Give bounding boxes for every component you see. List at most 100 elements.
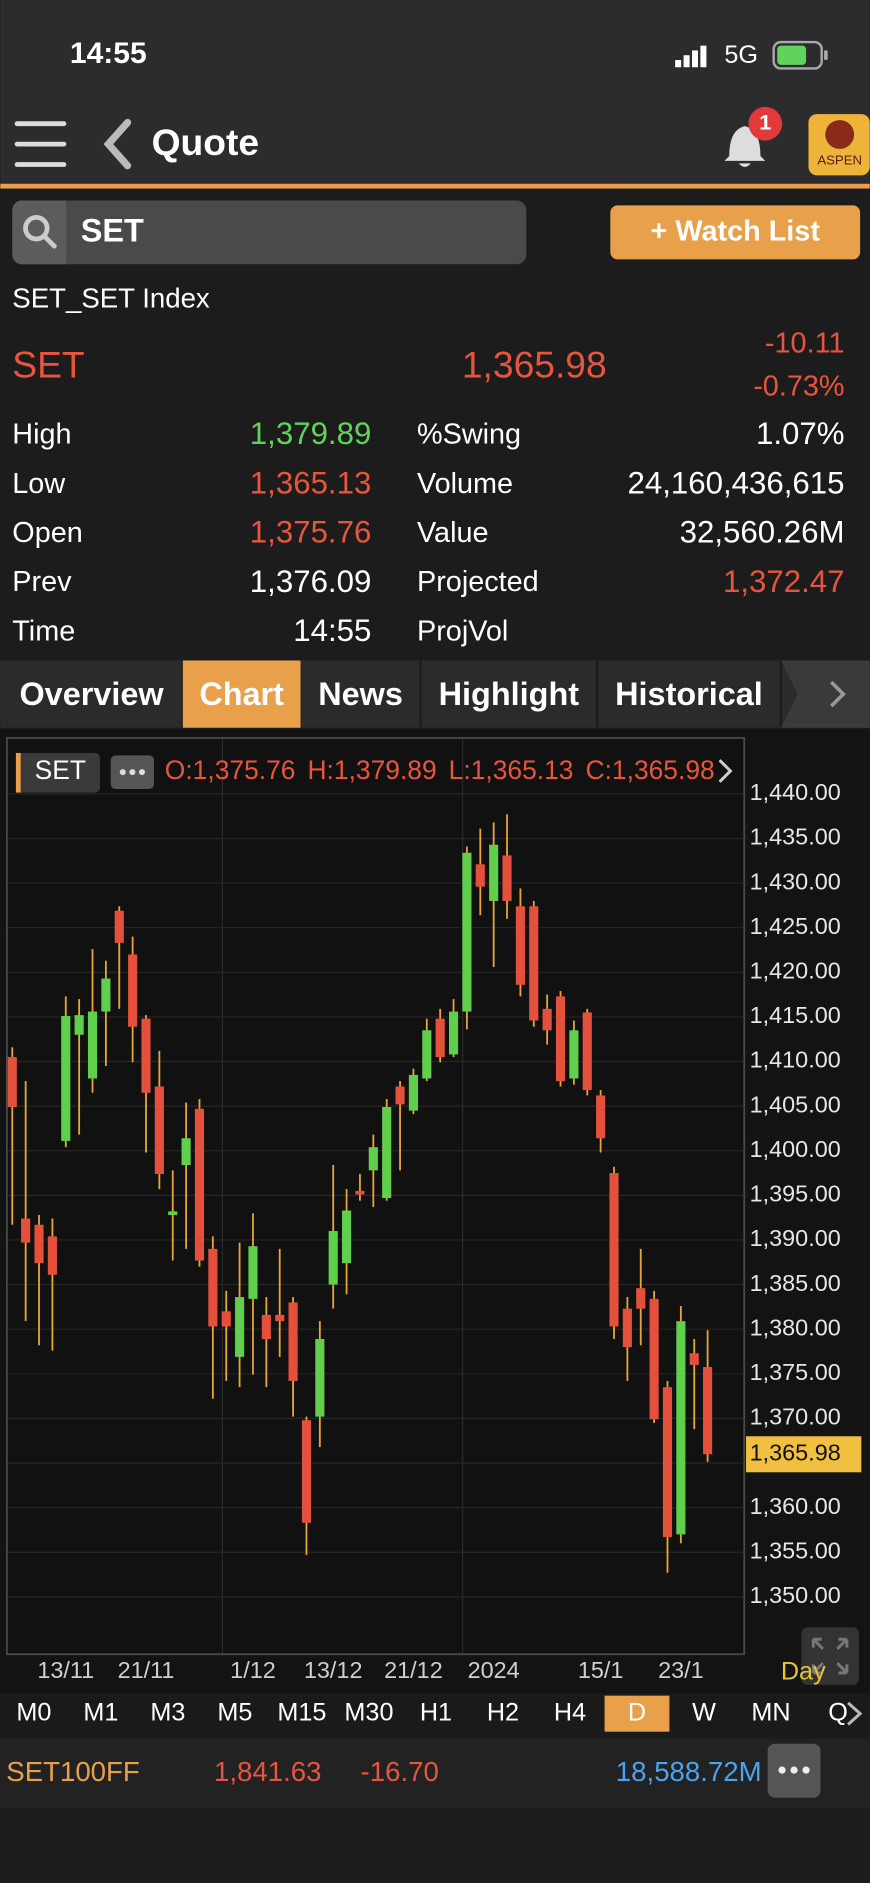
menu-button[interactable] — [14, 121, 67, 167]
legend-arrow[interactable] — [718, 759, 733, 783]
quote-fields: High 1,379.89 Low 1,365.13 Open 1,375.76 Prev 1… — [12, 416, 844, 648]
y-tick-label: 1,410.00 — [750, 1047, 841, 1073]
legend-symbol-box[interactable] — [15, 752, 100, 793]
field-label: High — [12, 419, 71, 451]
search-icon-handle — [42, 234, 57, 249]
candle-body — [569, 1030, 579, 1079]
candle-body — [275, 1314, 285, 1322]
timeframe[interactable]: M5 — [217, 1698, 252, 1726]
ticker-symbol[interactable]: SET100FF — [6, 1756, 140, 1787]
watchlist-button[interactable] — [610, 205, 861, 260]
candle-body — [154, 1086, 164, 1174]
candle-body — [328, 1231, 338, 1285]
candle-body — [342, 1210, 352, 1264]
ohlc-legend: O:1,375.76 H:1,379.89 L:1,365.13 C:1,365.98 — [165, 755, 715, 785]
timeframe[interactable]: H1 — [420, 1698, 452, 1726]
tab[interactable]: Chart — [199, 676, 284, 712]
candle-body — [355, 1190, 365, 1195]
candle-body — [662, 1387, 673, 1538]
y-tick-label: 1,360.00 — [750, 1493, 841, 1519]
candle-body — [7, 1057, 17, 1108]
timeframe[interactable]: D — [628, 1698, 646, 1726]
timeframe[interactable]: M3 — [150, 1698, 185, 1726]
timeframe-arrow[interactable] — [847, 1701, 863, 1726]
field-value: 1,379.89 — [250, 416, 372, 451]
candle-body — [489, 844, 499, 901]
signal-icon — [675, 45, 707, 68]
legend-value: L:1,365.13 — [449, 755, 574, 785]
tab[interactable]: Overview — [19, 676, 164, 712]
notification-badge — [748, 106, 783, 141]
candle-body — [208, 1248, 218, 1327]
candle-body — [596, 1095, 606, 1139]
price-change: -10.11 — [765, 327, 845, 359]
field-value: 1,376.09 — [250, 564, 372, 599]
timeframe[interactable]: H2 — [487, 1698, 519, 1726]
grid — [7, 793, 744, 1598]
candle-body — [435, 1018, 445, 1058]
tab[interactable]: Highlight — [439, 676, 580, 712]
candle-body — [315, 1338, 325, 1417]
field-value: 32,560.26M — [680, 515, 845, 550]
candle-body — [542, 1008, 552, 1031]
timeframe[interactable]: W — [692, 1698, 716, 1726]
y-tick-label: 1,435.00 — [750, 824, 841, 850]
timeframe[interactable]: M1 — [83, 1698, 118, 1726]
y-tick-label: 1,370.00 — [750, 1404, 841, 1430]
y-tick-label: 1,395.00 — [750, 1181, 841, 1207]
candle-body — [261, 1314, 271, 1339]
timeframe[interactable]: M0 — [16, 1698, 51, 1726]
last-price-label: 1,365.98 — [750, 1439, 841, 1465]
candle-body — [395, 1086, 405, 1105]
index-name: SET_SET Index — [12, 283, 210, 314]
candle-body — [368, 1147, 378, 1171]
badge-count: 1 — [759, 109, 771, 134]
search-icon — [23, 214, 50, 242]
timeframe[interactable]: M30 — [344, 1698, 393, 1726]
search-box[interactable] — [12, 200, 527, 265]
timeframe[interactable]: H4 — [554, 1698, 586, 1726]
ticker-value: 18,588.72M — [616, 1756, 762, 1787]
y-tick-label: 1,415.00 — [750, 1002, 841, 1028]
candle-body — [636, 1288, 646, 1309]
field-label: Prev — [12, 566, 72, 598]
candle-body — [194, 1108, 205, 1261]
logo-text: ASPEN — [817, 152, 862, 167]
candle-body — [502, 855, 512, 901]
tab[interactable]: News — [318, 676, 403, 712]
candle-body — [382, 1107, 392, 1199]
field-label: ProjVol — [417, 615, 508, 647]
candle-body — [609, 1173, 619, 1327]
y-tick-label: 1,350.00 — [750, 1582, 841, 1608]
candle-body — [301, 1420, 312, 1523]
status-time: 14:55 — [70, 37, 147, 70]
active-tab-bg — [182, 660, 301, 728]
candle-body — [168, 1211, 178, 1215]
tab-scroll-arrow[interactable] — [830, 680, 846, 708]
legend-value: H:1,379.89 — [307, 755, 436, 785]
timeframe[interactable]: MN — [751, 1698, 790, 1726]
candle-body — [34, 1224, 44, 1264]
x-tick-label: 1/12 — [230, 1657, 276, 1683]
field-value: 1,365.13 — [250, 465, 372, 500]
y-tick-label: 1,385.00 — [750, 1270, 841, 1296]
timeframe[interactable]: Q — [828, 1698, 848, 1726]
ticker-bar — [0, 1738, 870, 1809]
y-tick-label: 1,405.00 — [750, 1091, 841, 1117]
candles — [7, 814, 713, 1573]
candle-body — [128, 954, 138, 1027]
search-query: SET — [81, 213, 144, 249]
y-tick-label: 1,390.00 — [750, 1225, 841, 1251]
x-tick-label: 23/1 — [658, 1657, 704, 1683]
candle-body — [689, 1353, 699, 1365]
y-tick-label: 1,355.00 — [750, 1537, 841, 1563]
timeframe-bar — [0, 1693, 870, 1735]
tab[interactable]: Historical — [615, 676, 763, 712]
back-button[interactable] — [103, 118, 132, 170]
candle-body — [555, 996, 566, 1082]
timeframe[interactable]: M15 — [277, 1698, 326, 1726]
expand-icon — [811, 1637, 849, 1675]
candle-body — [408, 1074, 418, 1111]
